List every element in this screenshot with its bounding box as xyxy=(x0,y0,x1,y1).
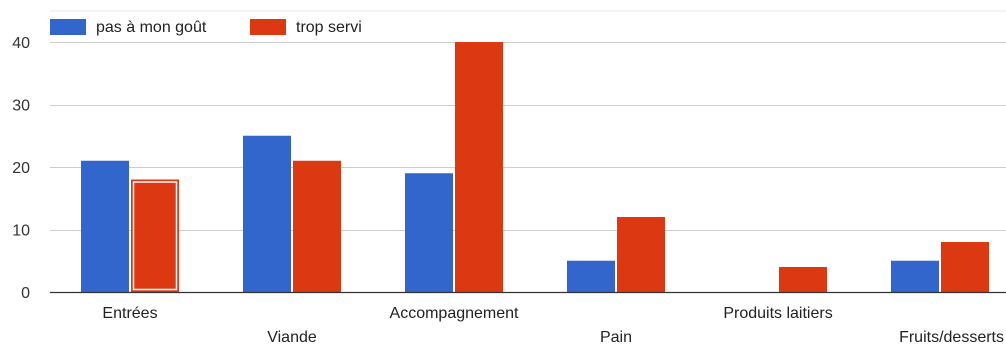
x-category-label: Accompagnement xyxy=(390,305,520,322)
bar-pas-a-mon-gout[interactable] xyxy=(243,135,291,292)
legend-label[interactable]: trop servi xyxy=(296,19,362,36)
legend-swatch-pas-a-mon-gout[interactable] xyxy=(50,19,86,35)
bar-trop-servi[interactable] xyxy=(293,160,341,292)
legend-swatch-trop-servi[interactable] xyxy=(250,19,286,35)
legend-label[interactable]: pas à mon goût xyxy=(96,19,207,36)
legend: pas à mon goût trop servi xyxy=(50,19,362,36)
bar-trop-servi[interactable] xyxy=(941,242,989,292)
bar-pas-a-mon-gout[interactable] xyxy=(891,260,939,292)
bar-pas-a-mon-gout[interactable] xyxy=(81,160,129,292)
x-axis-category-labels: Entrées Viande Accompagnement Pain Produits … xyxy=(102,305,1004,346)
y-tick-label: 30 xyxy=(12,98,30,115)
gridlines xyxy=(50,10,1006,231)
bars xyxy=(81,42,989,292)
y-axis-tick-labels: 0 10 20 30 40 xyxy=(12,35,30,302)
y-tick-label: 40 xyxy=(12,35,30,52)
y-tick-label: 20 xyxy=(12,160,30,177)
bar-trop-servi[interactable] xyxy=(455,42,503,292)
bar-pas-a-mon-gout[interactable] xyxy=(405,173,453,292)
y-tick-label: 0 xyxy=(21,285,30,302)
x-category-label: Produits laitiers xyxy=(723,305,832,322)
x-category-label: Entrées xyxy=(102,305,157,322)
x-category-label: Pain xyxy=(600,329,632,344)
bar-pas-a-mon-gout[interactable] xyxy=(567,260,615,292)
bar-trop-servi[interactable] xyxy=(617,217,665,292)
bar-trop-servi[interactable] xyxy=(131,179,179,293)
x-category-label: Viande xyxy=(267,329,317,344)
bar-highlight-outline xyxy=(132,181,178,291)
bar-trop-servi[interactable] xyxy=(779,267,827,292)
x-category-label: Fruits/desserts xyxy=(899,329,1004,344)
y-tick-label: 10 xyxy=(12,223,30,240)
